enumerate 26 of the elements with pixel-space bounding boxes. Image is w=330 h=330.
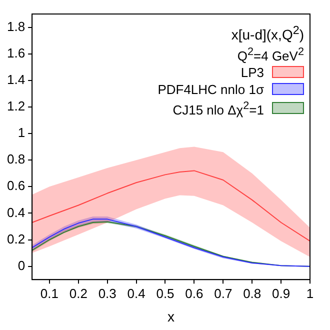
x-tick-label: 1 xyxy=(306,286,314,301)
x-tick-label: 0.9 xyxy=(272,286,290,301)
legend-label: CJ15 nlo Δχ$^{2}$=1 xyxy=(172,98,264,118)
legend-label: PDF4LHC nnlo 1σ xyxy=(158,80,264,98)
legend-label: LP3 xyxy=(240,64,264,81)
x-tick-label: 0.8 xyxy=(243,286,262,301)
x-tick-label: 0.2 xyxy=(69,286,88,301)
y-tick-label: 1.6 xyxy=(6,45,26,60)
y-tick-label: 0.6 xyxy=(6,178,26,194)
x-tick-label: 0.4 xyxy=(127,286,146,301)
x-tick-label: 0.5 xyxy=(156,286,174,301)
annotation: Q$^{2}$=4 GeV$^{2}$ xyxy=(236,44,304,64)
x-tick-label: 0.1 xyxy=(40,286,58,301)
x-tick-label: 0.3 xyxy=(98,286,116,301)
x-tick-label: 0.6 xyxy=(185,286,204,301)
y-tick-label: 0.8 xyxy=(6,152,26,167)
y-tick-label: 0.4 xyxy=(6,204,26,220)
legend-title: x[u-d](x,Q$^{2}$) xyxy=(230,23,304,44)
x-axis-title: x xyxy=(168,308,175,324)
y-tick-label: 0.2 xyxy=(6,231,26,246)
y-tick-label: 0 xyxy=(18,258,26,273)
y-tick-label: 1.8 xyxy=(6,18,26,34)
y-tick-label: 1 xyxy=(18,125,26,140)
y-tick-label: 1.2 xyxy=(6,98,26,114)
x-tick-label: 0.7 xyxy=(214,286,232,301)
y-tick-label: 1.4 xyxy=(6,72,26,87)
